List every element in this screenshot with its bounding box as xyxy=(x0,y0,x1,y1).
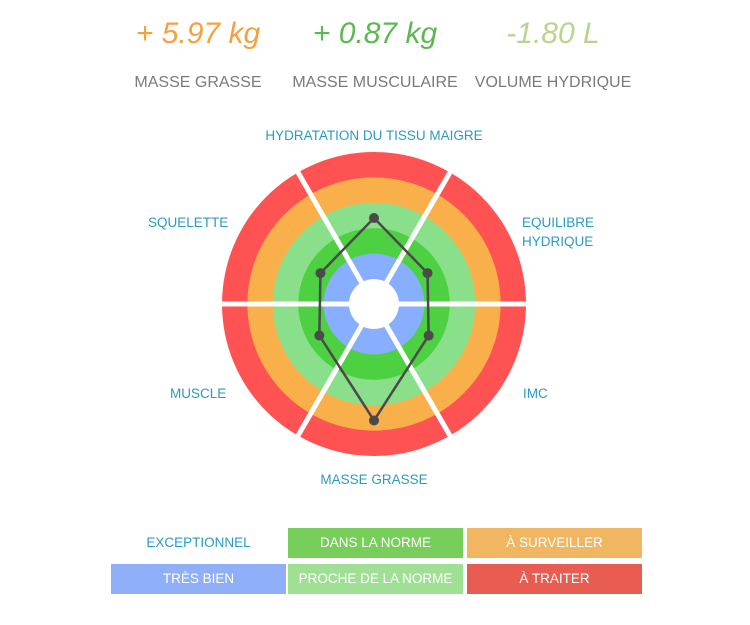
legend-proche-de-la-norme: PROCHE DE LA NORME xyxy=(288,564,463,594)
stat-volume-hydrique: -1.80 L VOLUME HYDRIQUE xyxy=(463,14,643,92)
axis-label-masse-grasse: MASSE GRASSE xyxy=(320,472,428,487)
sector-divider xyxy=(371,302,454,439)
stat-label: MASSE MUSCULAIRE xyxy=(292,74,458,91)
axis-label-muscle: MUSCLE xyxy=(170,386,227,401)
stat-value: + 5.97 kg xyxy=(135,17,261,50)
point-hydratation-du-tissu-maigre xyxy=(369,213,379,224)
point-masse-grasse xyxy=(369,415,379,426)
legend-exceptionnel: EXCEPTIONNEL xyxy=(146,535,251,550)
stat-label: VOLUME HYDRIQUE xyxy=(474,74,632,91)
axis-label-squelette: SQUELETTE xyxy=(148,215,229,230)
stat-value: + 0.87 kg xyxy=(312,17,438,50)
legend-tres-bien: TRÈS BIEN xyxy=(111,564,286,594)
point-squelette xyxy=(315,268,326,279)
sector-divider xyxy=(294,169,377,306)
point-equilibre-hydrique xyxy=(422,268,433,279)
stat-value: -1.80 L xyxy=(506,17,600,50)
legend-a-traiter: À TRAITER xyxy=(467,564,642,594)
legend-a-surveiller: À SURVEILLER xyxy=(467,528,642,558)
axis-label-line: HYDRIQUE xyxy=(522,234,594,249)
legend-dans-la-norme: DANS LA NORME xyxy=(288,528,463,558)
sector-divider xyxy=(371,169,454,306)
stat-label: MASSE GRASSE xyxy=(134,74,262,91)
stat-masse-grasse: + 5.97 kg MASSE GRASSE xyxy=(108,14,288,92)
axis-label-equilibre-hydrique: EQUILIBRE HYDRIQUE xyxy=(522,213,594,251)
stat-masse-musculaire: + 0.87 kg MASSE MUSCULAIRE xyxy=(285,14,465,92)
axis-label-line: EQUILIBRE xyxy=(522,215,595,230)
point-muscle xyxy=(314,330,325,341)
sector-divider xyxy=(294,302,377,439)
axis-label-imc: IMC xyxy=(523,386,548,401)
point-imc xyxy=(423,330,434,341)
axis-label-hydratation: HYDRATATION DU TISSU MAIGRE xyxy=(265,128,483,143)
